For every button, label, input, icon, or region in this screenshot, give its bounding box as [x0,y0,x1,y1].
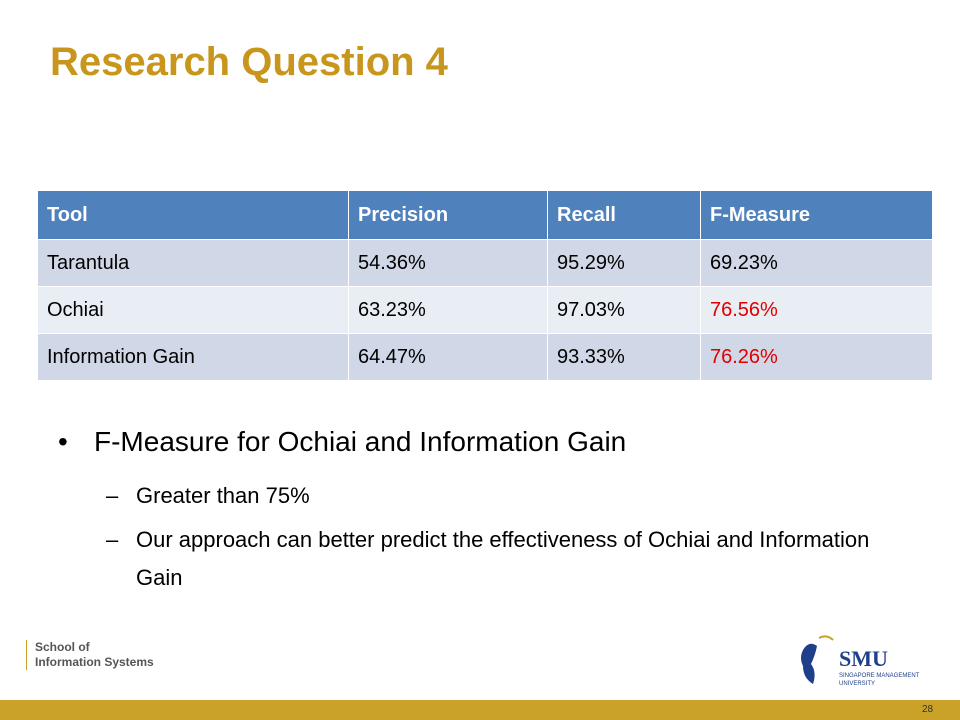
cell: 95.29% [547,239,701,287]
cell: 93.33% [547,333,701,381]
logo-text: SMU [839,646,888,671]
table-row: Tarantula 54.36% 95.29% 69.23% [37,239,933,287]
page-number: 28 [922,704,934,715]
logo-subtext: SINGAPORE MANAGEMENT [839,673,920,679]
header-cell: Recall [547,190,701,240]
cell: 64.47% [348,333,548,381]
logo-subtext: UNIVERSITY [839,681,875,687]
results-table: Tool Precision Recall F-Measure Tarantul… [37,190,933,381]
cell: Information Gain [37,333,349,381]
sub-bullet-text: Our approach can better predict the effe… [136,527,870,590]
header-cell: Tool [37,190,349,240]
school-logo: School of Information Systems [35,640,154,670]
header-row: Tool Precision Recall F-Measure [37,190,933,240]
bullet-dot: • [58,426,68,457]
cell: 76.56% [700,286,933,334]
sub-bullet-text: Greater than 75% [136,483,310,508]
cell: Tarantula [37,239,349,287]
school-line: Information Systems [35,655,154,669]
cell: Ochiai [37,286,349,334]
sub-bullet-dash: – [106,483,119,508]
header-cell: Precision [348,190,548,240]
footer-rule [26,640,27,670]
header-cell: F-Measure [700,190,933,240]
table-row: Information Gain 64.47% 93.33% 76.26% [37,333,933,381]
sub-bullet-dash: – [106,527,119,552]
cell: 97.03% [547,286,701,334]
bullet-text: F-Measure for Ochiai and Information Gai… [94,426,627,457]
school-line: School of [35,640,90,654]
smu-logo: SMU SINGAPORE MANAGEMENT UNIVERSITY [801,635,920,687]
table-row: Ochiai 63.23% 97.03% 76.56% [37,286,933,334]
lion-emblem [801,643,817,684]
cell: 76.26% [700,333,933,381]
emblem-arc [818,635,834,641]
cell: 54.36% [348,239,548,287]
slide-title: Research Question 4 [50,40,448,84]
footer-bar [0,700,960,720]
cell: 63.23% [348,286,548,334]
cell: 69.23% [700,239,933,287]
